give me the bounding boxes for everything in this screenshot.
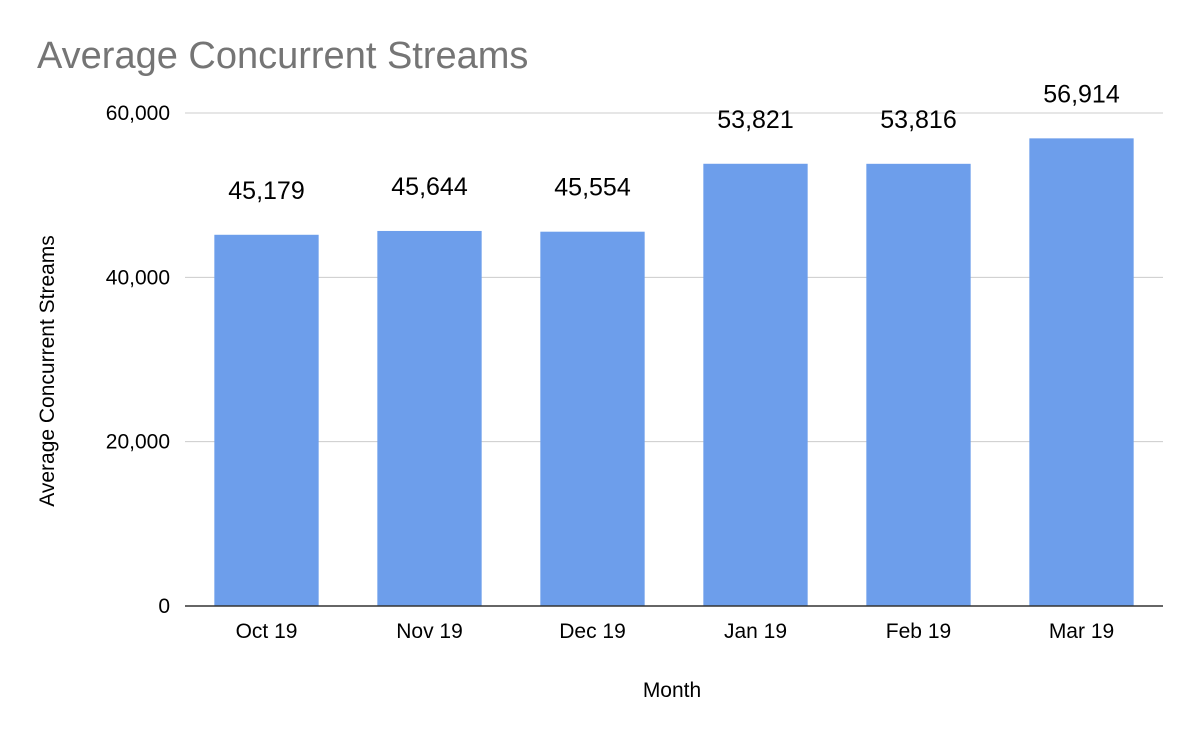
x-tick-label: Feb 19	[886, 620, 951, 643]
bar	[866, 163, 971, 606]
y-tick-label: 20,000	[106, 431, 170, 454]
data-label: 53,816	[880, 106, 956, 134]
data-label: 56,914	[1043, 80, 1120, 108]
bar	[540, 231, 645, 606]
bar	[377, 230, 482, 606]
bar	[1029, 138, 1134, 606]
data-label: 53,821	[717, 106, 793, 134]
chart-title: Average Concurrent Streams	[37, 35, 528, 77]
y-axis-title: Average Concurrent Streams	[36, 235, 59, 507]
bar	[214, 234, 319, 606]
x-tick-label: Mar 19	[1049, 620, 1114, 643]
gridlines	[185, 112, 1163, 443]
data-label: 45,179	[228, 177, 304, 205]
x-tick-label: Nov 19	[396, 620, 463, 643]
bar-series	[214, 138, 1134, 606]
x-tick-label: Jan 19	[724, 620, 787, 643]
bar	[703, 163, 808, 606]
y-tick-label: 0	[158, 595, 170, 618]
data-label: 45,554	[554, 174, 631, 202]
data-labels: 45,179 45,644 45,554 53,821 53,816 56,914	[228, 80, 1120, 204]
x-tick-label: Dec 19	[559, 620, 626, 643]
y-axis-ticks: 0 20,000 40,000 60,000	[106, 102, 170, 618]
y-tick-label: 60,000	[106, 102, 170, 125]
y-tick-label: 40,000	[106, 266, 170, 289]
x-axis-ticks: Oct 19 Nov 19 Dec 19 Jan 19 Feb 19 Mar 19	[236, 620, 1115, 643]
x-tick-label: Oct 19	[236, 620, 298, 643]
data-label: 45,644	[391, 173, 468, 201]
x-axis-title: Month	[643, 679, 701, 702]
